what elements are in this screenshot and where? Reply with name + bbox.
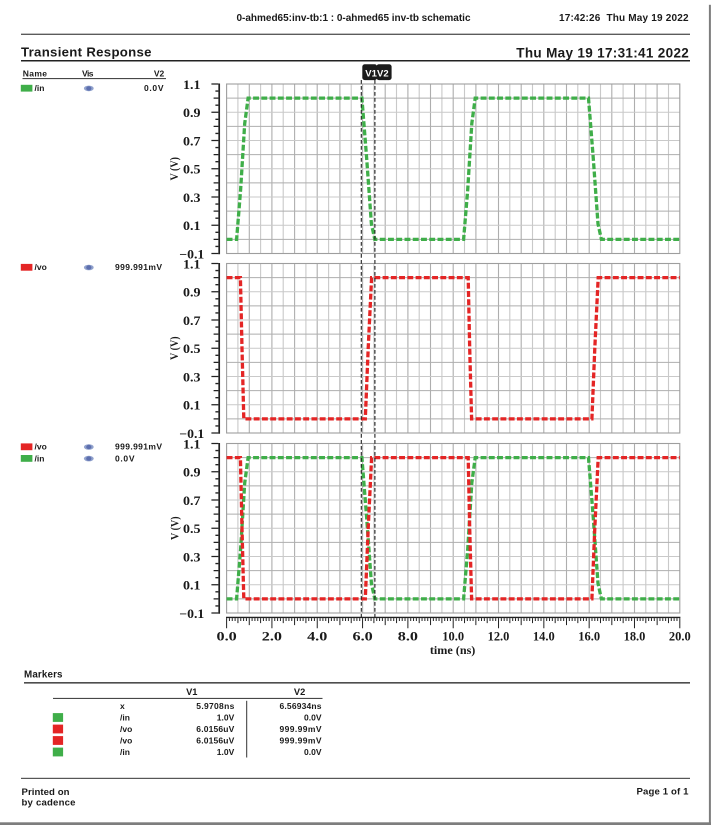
- svg-text:20.0: 20.0: [669, 630, 691, 644]
- svg-text:0.5: 0.5: [183, 163, 201, 177]
- svg-text:/in: /in: [120, 713, 130, 723]
- svg-text:Page 1 of 1: Page 1 of 1: [637, 787, 690, 798]
- svg-text:0.0V: 0.0V: [304, 713, 322, 723]
- svg-text:0.0: 0.0: [217, 630, 237, 644]
- svg-text:16.0: 16.0: [578, 630, 600, 644]
- svg-text:x: x: [120, 701, 125, 711]
- svg-text:V1: V1: [186, 687, 197, 697]
- svg-text:0.3: 0.3: [183, 191, 201, 205]
- svg-text:6.0156uV: 6.0156uV: [196, 736, 234, 746]
- svg-text:5.9708ns: 5.9708ns: [196, 701, 234, 711]
- svg-text:Transient Response: Transient Response: [21, 44, 152, 59]
- svg-text:0.3: 0.3: [183, 370, 201, 384]
- svg-text:V (V): V (V): [167, 157, 181, 181]
- svg-text:0.5: 0.5: [183, 522, 201, 536]
- svg-text:0.9: 0.9: [183, 106, 201, 120]
- svg-text:/in: /in: [120, 747, 130, 757]
- svg-text:0.5: 0.5: [183, 342, 201, 356]
- svg-text:−0.1: −0.1: [179, 427, 204, 441]
- svg-text:/in: /in: [35, 453, 45, 463]
- svg-text:6.56934ns: 6.56934ns: [280, 701, 322, 711]
- svg-text:V2: V2: [294, 687, 305, 697]
- svg-text:0.0V: 0.0V: [115, 453, 135, 463]
- svg-text:0.7: 0.7: [183, 134, 201, 148]
- svg-text:1.1: 1.1: [183, 437, 201, 451]
- svg-text:0.1: 0.1: [183, 579, 201, 593]
- svg-text:17:42:26 Thu May 19 2022: 17:42:26 Thu May 19 2022: [559, 13, 689, 24]
- svg-text:V (V): V (V): [167, 516, 181, 540]
- svg-text:/vo: /vo: [120, 724, 132, 734]
- svg-text:V1V2: V1V2: [365, 69, 388, 80]
- svg-text:999.99mV: 999.99mV: [280, 724, 322, 734]
- svg-text:12.0: 12.0: [488, 630, 510, 644]
- svg-text:0.0V: 0.0V: [304, 747, 322, 757]
- svg-text:/vo: /vo: [35, 442, 47, 452]
- svg-text:14.0: 14.0: [533, 630, 555, 644]
- svg-text:18.0: 18.0: [624, 630, 646, 644]
- svg-text:10.0: 10.0: [442, 630, 464, 644]
- svg-text:Printed on: Printed on: [22, 787, 70, 798]
- svg-text:2.0: 2.0: [262, 630, 282, 644]
- svg-text:1.0V: 1.0V: [217, 747, 235, 757]
- svg-text:Vis: Vis: [82, 69, 94, 79]
- svg-text:0.7: 0.7: [183, 314, 201, 328]
- svg-text:/vo: /vo: [35, 262, 47, 272]
- svg-text:0-ahmed65:inv-tb:1 : 0-ahmed65: 0-ahmed65:inv-tb:1 : 0-ahmed65 inv-tb sc…: [237, 13, 471, 24]
- svg-text:999.991mV: 999.991mV: [115, 262, 162, 272]
- svg-text:0.0V: 0.0V: [144, 83, 164, 93]
- svg-text:by cadence: by cadence: [22, 797, 76, 808]
- svg-text:−0.1: −0.1: [179, 247, 204, 261]
- svg-text:/in: /in: [35, 83, 45, 93]
- svg-text:1.0V: 1.0V: [217, 713, 235, 723]
- svg-text:Markers: Markers: [24, 670, 63, 681]
- svg-text:1.1: 1.1: [183, 78, 201, 92]
- svg-text:/vo: /vo: [120, 736, 132, 746]
- svg-text:Thu May 19 17:31:41 2022: Thu May 19 17:31:41 2022: [516, 46, 689, 61]
- svg-text:6.0: 6.0: [353, 630, 373, 644]
- svg-text:0.9: 0.9: [183, 466, 201, 480]
- svg-text:V (V): V (V): [167, 336, 181, 360]
- svg-text:0.3: 0.3: [183, 550, 201, 564]
- svg-text:8.0: 8.0: [398, 630, 418, 644]
- svg-text:0.9: 0.9: [183, 286, 201, 300]
- svg-text:1.1: 1.1: [183, 257, 201, 271]
- svg-text:time (ns): time (ns): [430, 643, 476, 657]
- svg-text:Name: Name: [23, 69, 48, 79]
- svg-text:999.991mV: 999.991mV: [115, 442, 162, 452]
- svg-text:6.0156uV: 6.0156uV: [196, 724, 234, 734]
- svg-text:0.7: 0.7: [183, 494, 201, 508]
- svg-text:0.1: 0.1: [183, 219, 201, 233]
- svg-text:999.99mV: 999.99mV: [280, 736, 322, 746]
- svg-text:0.1: 0.1: [183, 399, 201, 413]
- svg-text:V2: V2: [154, 69, 165, 79]
- svg-text:−0.1: −0.1: [179, 607, 204, 621]
- svg-text:4.0: 4.0: [307, 630, 327, 644]
